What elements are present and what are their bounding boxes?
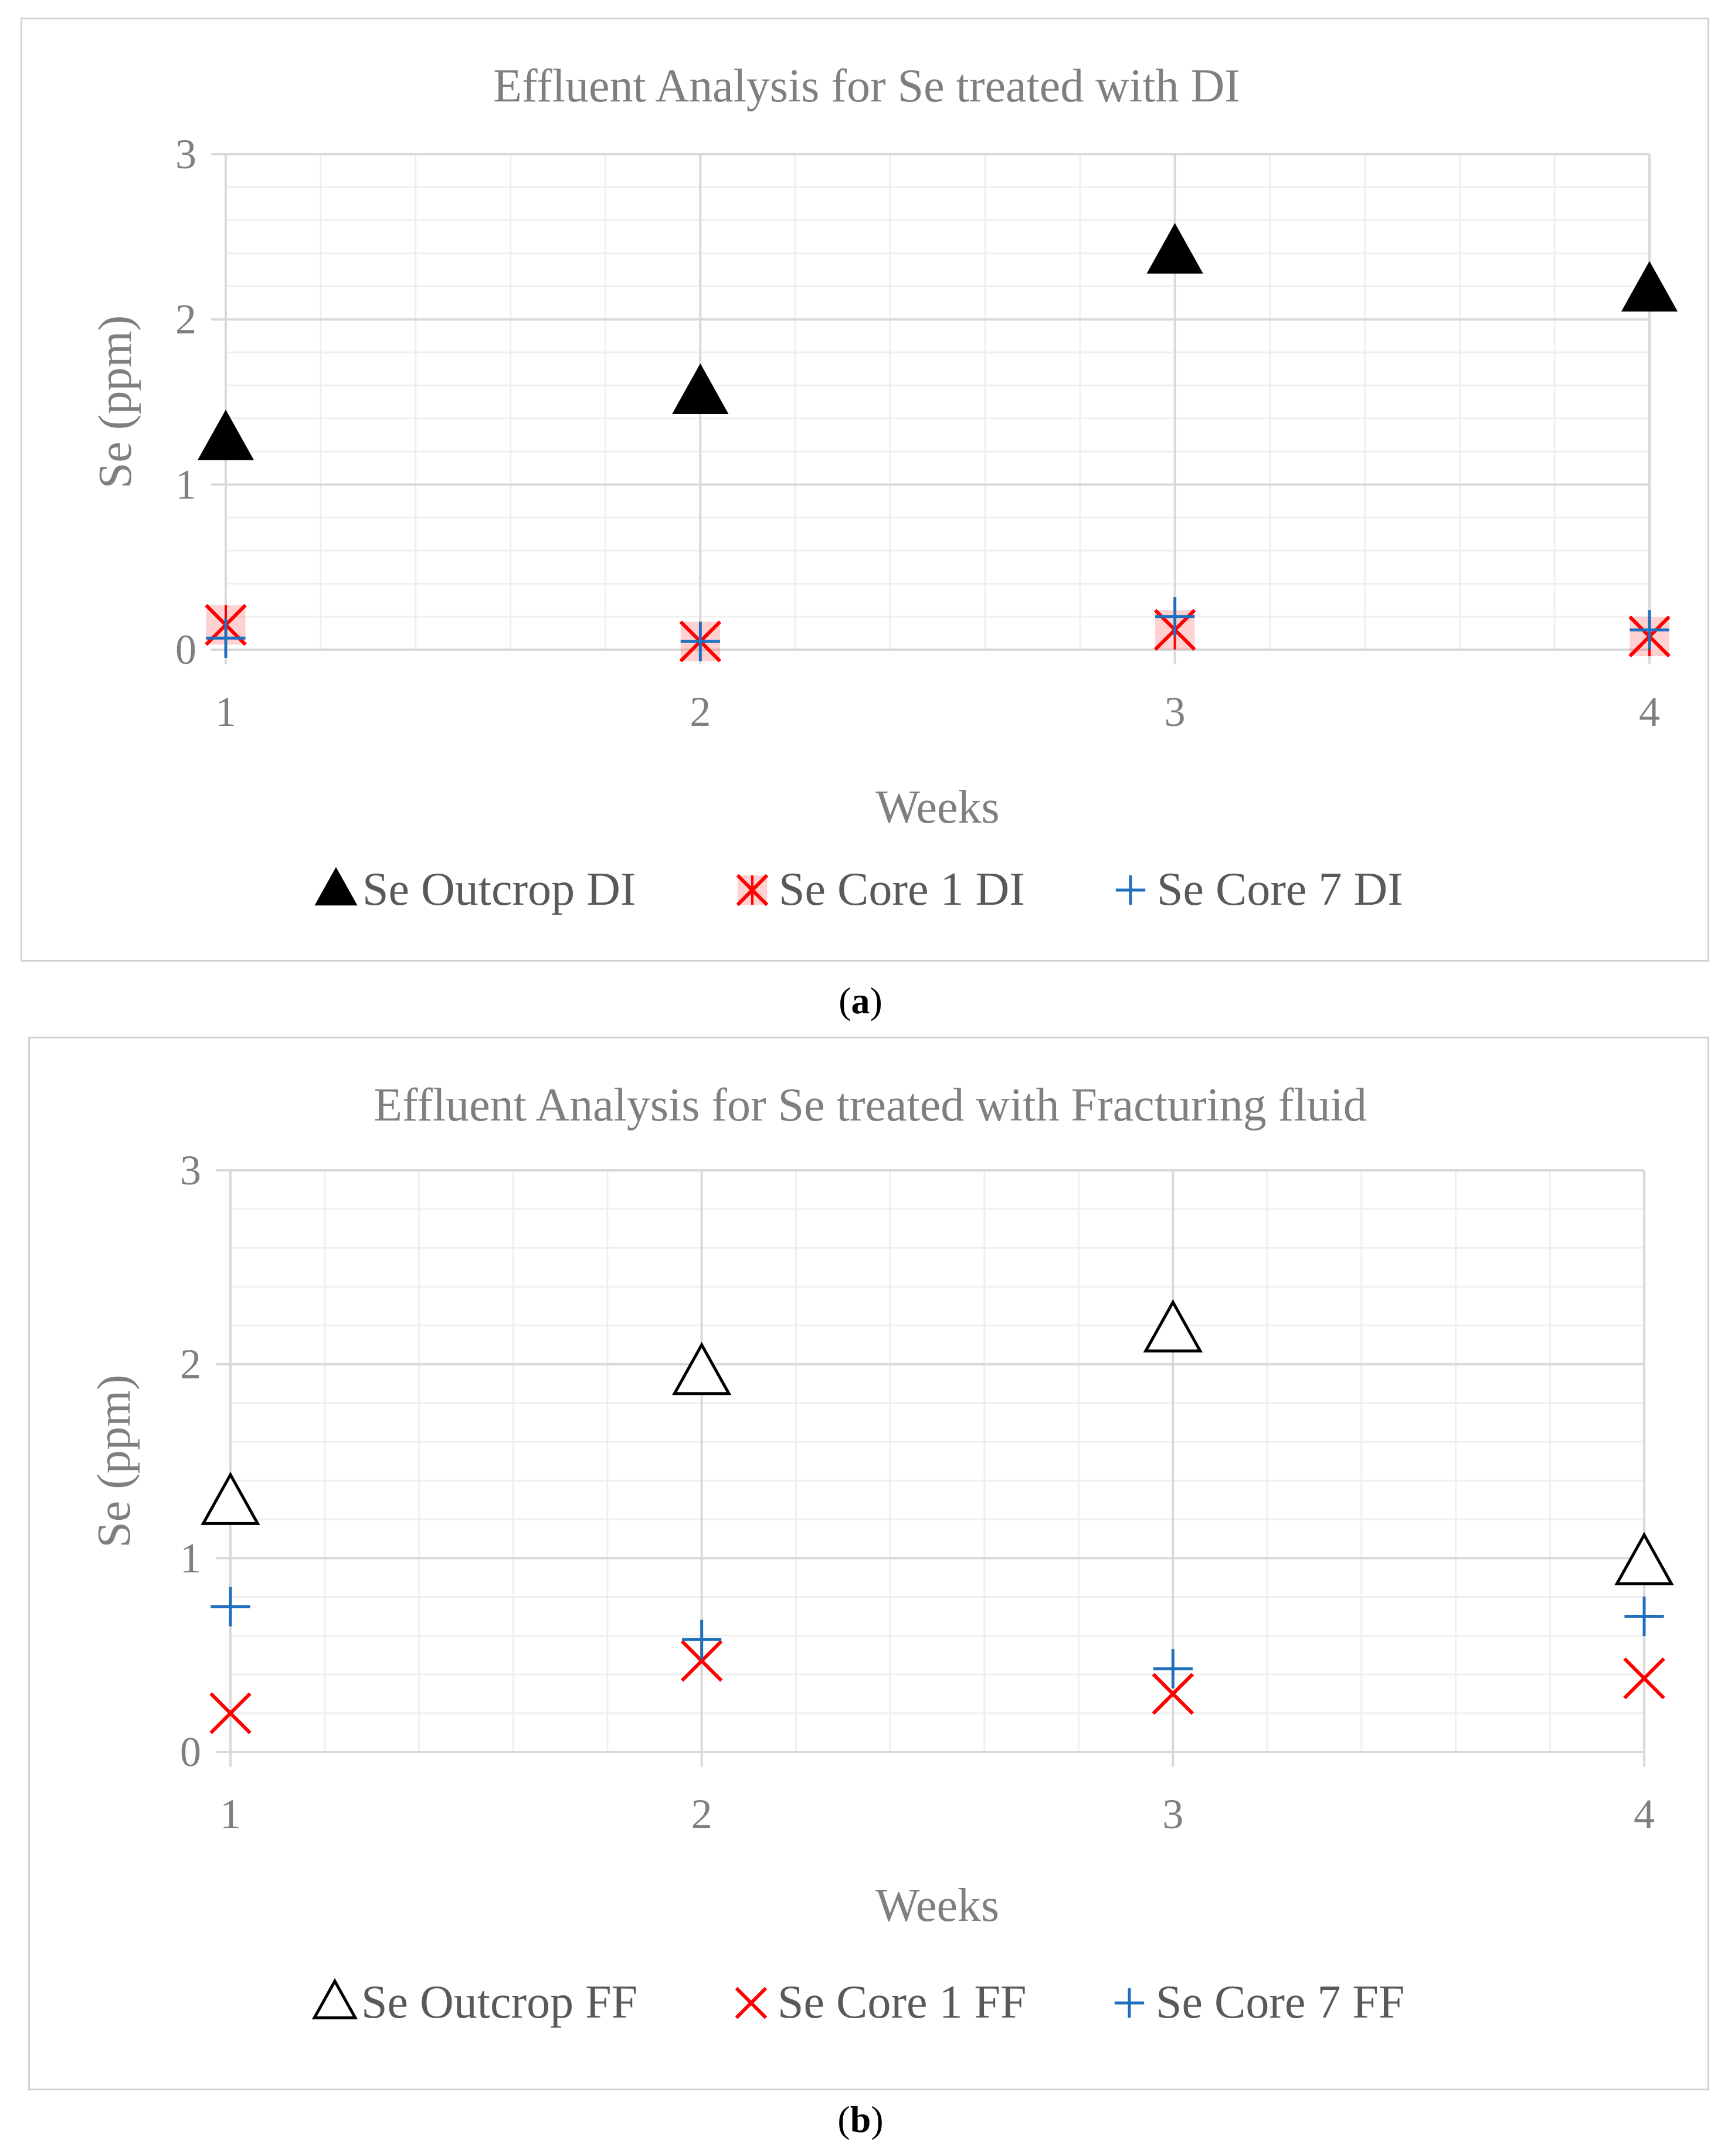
chart-b-point-s1-0 bbox=[209, 1692, 252, 1734]
chart-b-legend-label-1: Se Core 1 FF bbox=[778, 1977, 1027, 2028]
chart-a-point-s2-3 bbox=[1630, 610, 1669, 650]
chart-panel-b: Effluent Analysis for Se treated with Fr… bbox=[28, 1037, 1709, 2090]
chart-b-point-s1-2-stroke-2 bbox=[1152, 1673, 1194, 1715]
chart-b-xlabel: Weeks bbox=[875, 1880, 999, 1931]
chart-b-point-s1-3 bbox=[1623, 1657, 1665, 1700]
chart-a-point-s0-0 bbox=[197, 409, 254, 460]
chart-a-ytick-1: 1 bbox=[175, 461, 196, 508]
chart-a-point-s2-2 bbox=[1155, 597, 1195, 637]
chart-a-ytick-3: 3 bbox=[175, 131, 196, 178]
chart-b-point-s2-1 bbox=[682, 1619, 722, 1659]
chart-a-xtick-1: 1 bbox=[215, 688, 236, 735]
chart-b-point-s1-3-stroke-2 bbox=[1623, 1657, 1665, 1700]
chart-b-point-s0-2 bbox=[1143, 1299, 1203, 1353]
chart-b-point-s1-1 bbox=[680, 1639, 723, 1682]
chart-a-legend-marker-1 bbox=[736, 874, 769, 906]
chart-a-svg: Effluent Analysis for Se treated with DI… bbox=[90, 60, 1678, 915]
caption-b: (b) bbox=[837, 2099, 884, 2140]
chart-a-legend-label-0: Se Outcrop DI bbox=[362, 864, 636, 915]
chart-b-xtick-3: 3 bbox=[1162, 1791, 1183, 1838]
chart-panel-a: Effluent Analysis for Se treated with DI… bbox=[21, 18, 1709, 962]
chart-a-point-s0-2 bbox=[1146, 223, 1203, 274]
chart-b-point-s2-0 bbox=[211, 1587, 250, 1627]
chart-b-minor-grid bbox=[230, 1170, 1644, 1752]
chart-b-ytick-3: 3 bbox=[180, 1147, 201, 1194]
chart-a-ytick-0: 0 bbox=[175, 626, 196, 673]
chart-b-legend-label-2: Se Core 7 FF bbox=[1156, 1977, 1405, 2028]
chart-a-xtick-3: 3 bbox=[1165, 688, 1186, 735]
chart-b-series-1 bbox=[209, 1639, 1665, 1734]
chart-a-legend: Se Outcrop DI Se Core 1 DI Se Core 7 DI bbox=[314, 864, 1403, 915]
chart-b-point-s1-1-stroke-2 bbox=[680, 1639, 723, 1682]
chart-b-xtick-2: 2 bbox=[691, 1791, 712, 1838]
chart-b-xtick-4: 4 bbox=[1634, 1791, 1655, 1838]
chart-b-point-s0-0 bbox=[201, 1472, 260, 1525]
caption-b-letter: b bbox=[850, 2099, 871, 2140]
chart-a-xtick-2: 2 bbox=[690, 688, 711, 735]
chart-b-title: Effluent Analysis for Se treated with Fr… bbox=[374, 1079, 1367, 1131]
chart-a-ylabel: Se (ppm) bbox=[90, 315, 141, 489]
chart-b-svg: Effluent Analysis for Se treated with Fr… bbox=[89, 1079, 1674, 2028]
chart-a-series-0 bbox=[197, 223, 1678, 460]
chart-b-point-s1-0-stroke-2 bbox=[209, 1692, 252, 1734]
chart-b-point-s0-3 bbox=[1614, 1532, 1674, 1585]
chart-a-point-s0-3 bbox=[1621, 261, 1678, 312]
chart-b-ytick-1: 1 bbox=[180, 1534, 201, 1581]
chart-a-major-grid bbox=[211, 153, 1651, 664]
chart-a-minor-grid bbox=[226, 154, 1649, 650]
chart-a-legend-label-2: Se Core 7 DI bbox=[1157, 864, 1403, 915]
chart-a-point-s2-0 bbox=[206, 618, 246, 658]
chart-b-legend-label-0: Se Outcrop FF bbox=[361, 1977, 637, 2028]
chart-a-xtick-4: 4 bbox=[1639, 688, 1660, 735]
chart-b-xtick-1: 1 bbox=[220, 1791, 241, 1838]
chart-a-point-s0-1 bbox=[672, 363, 729, 415]
chart-a-legend-label-1: Se Core 1 DI bbox=[779, 864, 1025, 915]
chart-b-legend-marker-0 bbox=[311, 1978, 358, 2019]
chart-a-point-s2-1 bbox=[680, 622, 720, 661]
chart-a-ytick-2: 2 bbox=[175, 296, 196, 343]
chart-b-legend: Se Outcrop FF Se Core 1 FF Se Core 7 FF bbox=[311, 1977, 1405, 2028]
chart-b-ytick-0: 0 bbox=[180, 1729, 201, 1775]
chart-b-major-grid bbox=[216, 1169, 1645, 1767]
chart-b-ylabel: Se (ppm) bbox=[89, 1374, 140, 1548]
chart-a-legend-marker-2 bbox=[1115, 875, 1146, 905]
chart-a-legend-marker-0 bbox=[314, 867, 358, 906]
chart-b-legend-marker-1 bbox=[735, 1987, 768, 2019]
chart-b-point-s0-1 bbox=[672, 1342, 732, 1396]
chart-b-series-0 bbox=[201, 1299, 1674, 1585]
caption-a-letter: a bbox=[851, 980, 870, 1021]
caption-a: (a) bbox=[839, 980, 882, 1021]
chart-b-legend-marker-1-stroke-2 bbox=[735, 1987, 768, 2019]
chart-b-legend-marker-2 bbox=[1114, 1988, 1145, 2018]
chart-b-point-s2-2 bbox=[1153, 1649, 1193, 1689]
chart-b-point-s1-2 bbox=[1152, 1673, 1194, 1715]
chart-a-series-1 bbox=[205, 604, 1671, 663]
chart-b-point-s2-3 bbox=[1624, 1596, 1664, 1636]
chart-b-ytick-2: 2 bbox=[180, 1341, 201, 1388]
chart-a-title: Effluent Analysis for Se treated with DI bbox=[493, 60, 1240, 112]
chart-b-series-2 bbox=[211, 1587, 1664, 1689]
chart-a-xlabel: Weeks bbox=[875, 782, 999, 833]
chart-a-series-2 bbox=[206, 597, 1669, 661]
